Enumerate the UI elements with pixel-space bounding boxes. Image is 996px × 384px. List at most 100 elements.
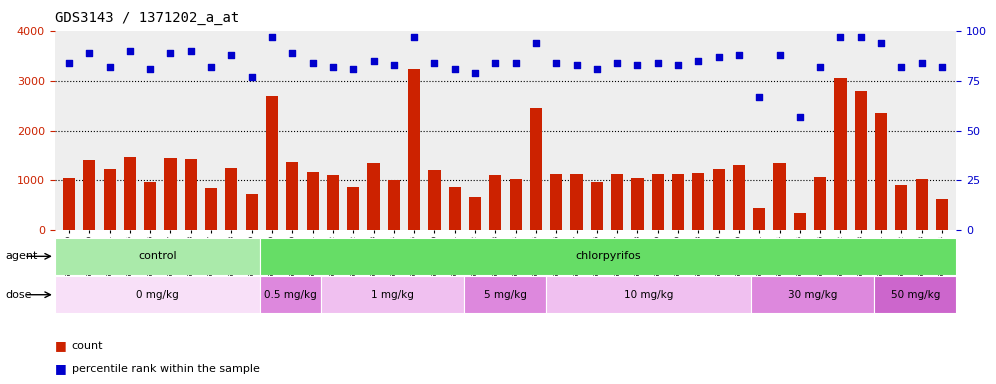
Point (670, 61, 686, 68)
Bar (936, 199, 948, 230)
Point (61, 60, 77, 66)
Point (122, 48, 137, 54)
Point (203, 64, 219, 70)
Point (569, 61, 585, 68)
Text: GDS3143 / 1371202_a_at: GDS3143 / 1371202_a_at (55, 11, 239, 25)
Bar (794, 214, 806, 230)
Text: dose: dose (5, 290, 32, 300)
Point (366, 58, 381, 64)
Text: count: count (72, 341, 104, 351)
Point (426, 60, 442, 66)
Bar (205, 188, 217, 230)
Point (223, 51, 239, 58)
Text: 0 mg/kg: 0 mg/kg (135, 290, 178, 300)
Bar (348, 187, 360, 230)
Text: 0.5 mg/kg: 0.5 mg/kg (264, 290, 317, 300)
Bar (874, 276, 956, 313)
Point (833, 34, 849, 40)
Point (873, 40, 889, 46)
Point (305, 60, 321, 66)
Bar (874, 113, 887, 230)
Point (183, 48, 199, 54)
Bar (895, 185, 907, 230)
Bar (387, 180, 400, 230)
Point (589, 66, 605, 72)
Point (142, 66, 158, 72)
Bar (144, 182, 156, 230)
Bar (651, 174, 663, 230)
Bar (246, 194, 258, 230)
Bar (733, 165, 745, 230)
Bar (571, 174, 583, 230)
Point (244, 74, 260, 80)
Bar (164, 157, 176, 230)
Bar (835, 78, 847, 230)
Point (893, 64, 909, 70)
Point (447, 66, 463, 72)
Point (629, 61, 645, 68)
Point (325, 64, 341, 70)
Bar (448, 187, 461, 230)
Text: percentile rank within the sample: percentile rank within the sample (72, 364, 260, 374)
Bar (469, 197, 481, 230)
Text: ■: ■ (55, 339, 67, 352)
Point (649, 60, 665, 66)
Point (162, 50, 178, 56)
Bar (611, 174, 623, 230)
Bar (368, 162, 379, 230)
Text: 50 mg/kg: 50 mg/kg (890, 290, 940, 300)
Point (487, 60, 503, 66)
Bar (55, 238, 260, 275)
Point (346, 66, 362, 72)
Point (264, 34, 280, 40)
Bar (489, 175, 501, 230)
Text: ■: ■ (55, 362, 67, 375)
Bar (84, 159, 96, 230)
Bar (327, 175, 339, 230)
Bar (260, 276, 321, 313)
Bar (63, 178, 75, 230)
Text: 30 mg/kg: 30 mg/kg (788, 290, 838, 300)
Bar (321, 276, 464, 313)
Point (508, 60, 524, 66)
Point (913, 60, 929, 66)
Bar (631, 178, 643, 230)
Point (751, 94, 767, 100)
Bar (260, 238, 956, 275)
Point (406, 34, 422, 40)
Point (731, 51, 747, 58)
Bar (915, 179, 927, 230)
Bar (266, 96, 278, 230)
Bar (814, 177, 827, 230)
Bar (286, 162, 299, 230)
Point (853, 34, 869, 40)
Bar (307, 172, 319, 230)
Bar (124, 157, 136, 230)
Bar (550, 174, 563, 230)
Bar (530, 108, 542, 230)
Bar (225, 169, 237, 230)
Point (528, 40, 544, 46)
Point (772, 51, 788, 58)
Bar (510, 179, 522, 230)
Point (812, 64, 828, 70)
Bar (672, 174, 684, 230)
Bar (428, 170, 440, 230)
Bar (751, 276, 874, 313)
Point (792, 114, 808, 120)
Bar (104, 169, 116, 230)
Bar (55, 276, 260, 313)
Text: 5 mg/kg: 5 mg/kg (484, 290, 527, 300)
Text: 10 mg/kg: 10 mg/kg (624, 290, 673, 300)
Bar (184, 159, 197, 230)
Bar (712, 169, 725, 230)
Bar (753, 208, 765, 230)
Point (548, 60, 564, 66)
Text: agent: agent (5, 251, 38, 261)
Bar (408, 69, 420, 230)
Bar (591, 182, 603, 230)
Point (467, 70, 483, 76)
Bar (547, 276, 751, 313)
Point (610, 60, 625, 66)
Point (711, 54, 727, 60)
